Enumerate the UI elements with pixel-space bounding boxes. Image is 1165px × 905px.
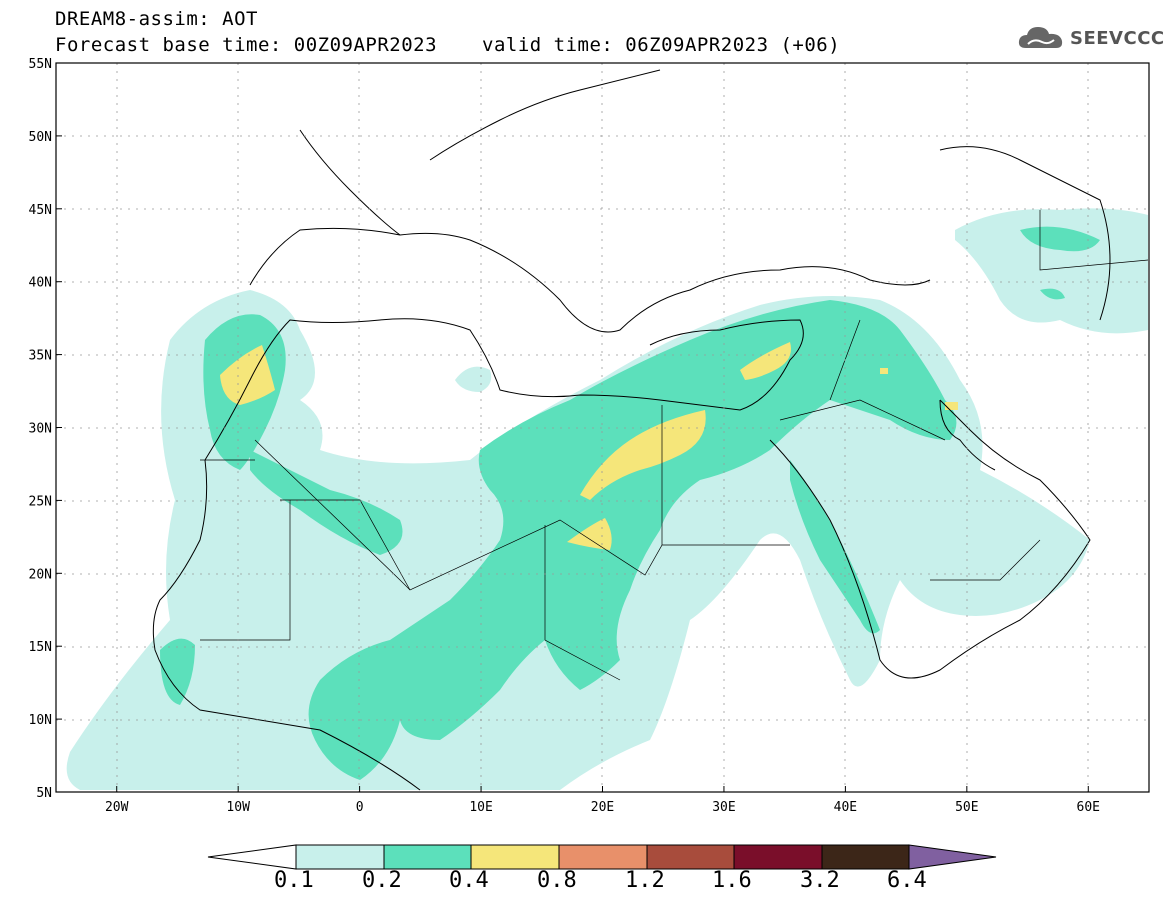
colorbar-box	[821, 844, 910, 870]
lon-label: 60E	[1077, 800, 1100, 815]
colorbar-box	[295, 844, 385, 870]
lon-label: 10E	[469, 800, 492, 815]
lat-label: 45N	[29, 203, 52, 218]
seevccc-logo: SEEVCCC	[1016, 22, 1164, 58]
lat-label: 30N	[29, 422, 52, 437]
lon-label: 0	[356, 800, 364, 815]
colorbar-box	[733, 844, 823, 870]
lon-label: 40E	[834, 800, 857, 815]
colorbar-label: 1.2	[625, 868, 665, 893]
lat-ticks: 55N 50N 45N 40N 35N 30N 25N 20N 15N 10N 5N	[29, 57, 62, 801]
colorbar-box	[383, 844, 472, 870]
lat-label: 40N	[29, 276, 52, 291]
colorbar-label: 6.4	[887, 868, 927, 893]
colorbar-label: 0.1	[274, 868, 314, 893]
colorbar-label: 0.8	[537, 868, 577, 893]
lon-ticks: 20W 10W 0 10E 20E 30E 40E 50E 60E	[105, 786, 1100, 815]
valid-time: valid time: 06Z09APR2023 (+06)	[482, 34, 841, 56]
colorbar-label: 1.6	[712, 868, 752, 893]
coastlines	[152, 69, 1111, 791]
lat-label: 10N	[29, 713, 52, 728]
forecast-base-time: Forecast base time: 00Z09APR2023	[55, 34, 438, 56]
lat-label: 25N	[29, 494, 52, 509]
cloud-icon	[1018, 27, 1063, 48]
lat-label: 50N	[29, 130, 52, 145]
lon-label: 20E	[591, 800, 614, 815]
lat-label: 15N	[29, 640, 52, 655]
colorbar-high-arrow	[908, 844, 997, 870]
lon-label: 20W	[105, 800, 129, 815]
lat-label: 20N	[29, 567, 52, 582]
country-borders	[200, 210, 1149, 681]
colorbar-low-arrow	[207, 844, 297, 870]
colorbar-box	[646, 844, 735, 870]
colorbar-label: 0.4	[449, 868, 489, 893]
colorbar-label: 3.2	[800, 868, 840, 893]
lat-label: 35N	[29, 349, 52, 364]
logo-text: SEEVCCC	[1070, 28, 1165, 49]
lon-label: 10W	[226, 800, 250, 815]
colorbar	[207, 844, 997, 870]
lat-label: 55N	[29, 57, 52, 72]
lon-label: 30E	[712, 800, 735, 815]
lon-label: 50E	[955, 800, 978, 815]
gridlines	[56, 63, 1149, 792]
colorbar-box	[470, 844, 560, 870]
lat-label: 5N	[36, 786, 52, 801]
colorbar-box	[558, 844, 648, 870]
model-title: DREAM8-assim: AOT	[55, 8, 258, 30]
colorbar-label: 0.2	[362, 868, 402, 893]
